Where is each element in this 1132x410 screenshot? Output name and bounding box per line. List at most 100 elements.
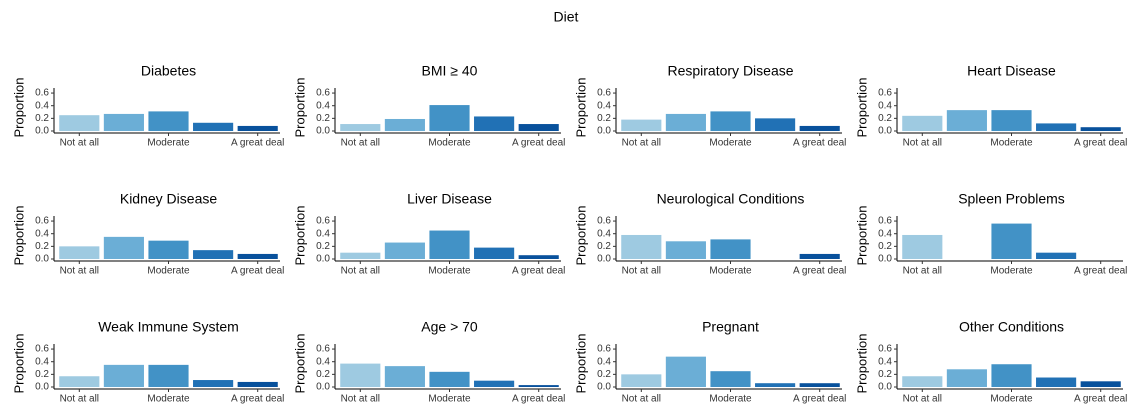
y-tick-label: 0.0 xyxy=(35,382,49,393)
y-tick-label: 0.4 xyxy=(597,228,611,239)
x-tick-label: A great deal xyxy=(1074,394,1127,405)
bar xyxy=(429,371,470,387)
bar xyxy=(384,242,425,259)
panel-title: Respiratory Disease xyxy=(667,63,793,79)
y-axis-label: Proportion xyxy=(573,206,588,266)
bar xyxy=(1036,377,1077,387)
bar xyxy=(665,241,706,259)
bar xyxy=(710,111,751,131)
bar xyxy=(103,364,144,387)
bar xyxy=(474,380,515,387)
y-tick-label: 0.2 xyxy=(878,113,892,124)
y-tick-label: 0.0 xyxy=(878,382,892,393)
x-tick-label: A great deal xyxy=(1074,266,1127,277)
bar xyxy=(799,253,840,259)
panel-title: Weak Immune System xyxy=(98,319,239,335)
x-tick-label: Moderate xyxy=(990,394,1033,405)
bar xyxy=(518,385,559,387)
x-tick-label: Moderate xyxy=(428,138,471,149)
bar xyxy=(621,234,662,259)
bar xyxy=(902,115,943,131)
x-tick-label: A great deal xyxy=(793,138,846,149)
bar xyxy=(1036,252,1077,259)
y-tick-label: 0.0 xyxy=(316,254,330,265)
bar xyxy=(1080,127,1121,131)
bar xyxy=(710,239,751,259)
x-tick-label: Moderate xyxy=(147,394,190,405)
bar xyxy=(384,118,425,131)
panel-title: Liver Disease xyxy=(407,191,492,207)
x-tick-label: Moderate xyxy=(709,266,752,277)
y-axis-label: Proportion xyxy=(11,206,26,266)
bar xyxy=(193,122,234,131)
bar xyxy=(237,253,278,259)
x-tick-label: A great deal xyxy=(793,266,846,277)
y-axis-label: Proportion xyxy=(573,334,588,394)
bar xyxy=(991,223,1032,259)
x-tick-label: Not at all xyxy=(622,394,661,405)
y-tick-label: 0.0 xyxy=(597,126,611,137)
y-tick-label: 0.2 xyxy=(35,113,49,124)
panel-title: Heart Disease xyxy=(967,63,1056,79)
x-tick-label: Moderate xyxy=(709,138,752,149)
y-tick-label: 0.4 xyxy=(878,356,892,367)
bar xyxy=(103,236,144,259)
bar xyxy=(148,111,189,131)
y-tick-label: 0.4 xyxy=(35,100,49,111)
y-tick-label: 0.0 xyxy=(597,254,611,265)
y-axis-label: Proportion xyxy=(11,334,26,394)
x-tick-label: Moderate xyxy=(147,266,190,277)
bar xyxy=(621,119,662,131)
y-tick-label: 0.4 xyxy=(597,100,611,111)
y-axis-label: Proportion xyxy=(573,78,588,138)
bar xyxy=(193,250,234,259)
bar xyxy=(193,380,234,387)
x-tick-label: A great deal xyxy=(512,138,565,149)
y-tick-label: 0.6 xyxy=(35,344,49,355)
y-tick-label: 0.4 xyxy=(597,356,611,367)
y-tick-label: 0.6 xyxy=(878,216,892,227)
panel-title: Diabetes xyxy=(141,63,196,79)
x-tick-label: A great deal xyxy=(1074,138,1127,149)
bar xyxy=(1036,123,1077,131)
y-tick-label: 0.0 xyxy=(316,126,330,137)
panel-title: Spleen Problems xyxy=(958,191,1065,207)
panel-title: Pregnant xyxy=(702,319,759,335)
x-tick-label: Not at all xyxy=(622,266,661,277)
y-tick-label: 0.4 xyxy=(35,228,49,239)
y-tick-label: 0.4 xyxy=(878,100,892,111)
x-tick-label: Moderate xyxy=(428,394,471,405)
x-tick-label: Not at all xyxy=(903,266,942,277)
y-tick-label: 0.0 xyxy=(35,126,49,137)
y-tick-label: 0.6 xyxy=(597,344,611,355)
x-tick-label: Not at all xyxy=(60,266,99,277)
y-tick-label: 0.2 xyxy=(597,113,611,124)
x-tick-label: Not at all xyxy=(903,394,942,405)
bar xyxy=(799,125,840,131)
y-tick-label: 0.4 xyxy=(316,228,330,239)
y-axis-label: Proportion xyxy=(854,334,869,394)
x-tick-label: Not at all xyxy=(341,266,380,277)
bar xyxy=(474,247,515,259)
figure-title: Diet xyxy=(554,9,579,25)
bar xyxy=(946,369,987,387)
y-tick-label: 0.0 xyxy=(316,382,330,393)
y-axis-label: Proportion xyxy=(854,78,869,138)
y-tick-label: 0.6 xyxy=(878,88,892,99)
bar xyxy=(384,366,425,387)
bar xyxy=(340,124,381,131)
y-tick-label: 0.6 xyxy=(597,216,611,227)
bar xyxy=(621,374,662,387)
y-tick-label: 0.6 xyxy=(878,344,892,355)
x-tick-label: Not at all xyxy=(622,138,661,149)
x-tick-label: Not at all xyxy=(60,394,99,405)
panel-title: BMI ≥ 40 xyxy=(422,63,478,79)
y-tick-label: 0.0 xyxy=(597,382,611,393)
bar xyxy=(1080,381,1121,387)
bar xyxy=(991,364,1032,387)
y-axis-label: Proportion xyxy=(854,206,869,266)
x-tick-label: A great deal xyxy=(231,138,284,149)
bar xyxy=(340,252,381,259)
y-axis-label: Proportion xyxy=(292,334,307,394)
